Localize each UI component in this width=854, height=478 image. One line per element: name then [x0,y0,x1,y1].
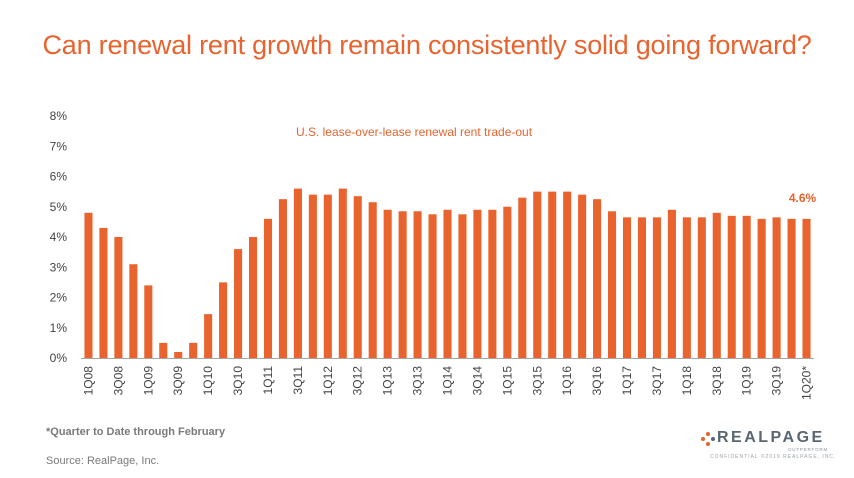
bar-3Q18 [712,212,721,358]
bar-2Q09 [159,342,168,358]
bar-2Q13 [398,211,407,358]
bars [84,188,811,358]
x-tick-label: 1Q11 [261,366,275,395]
footnote: *Quarter to Date through February [46,426,226,438]
x-tick-label: 1Q10 [201,366,215,396]
bar-4Q09 [189,342,198,358]
logo-tagline: OUTPERFORM [788,447,828,452]
bar-3Q08 [114,237,123,358]
y-axis-ticks: 0% 1% 2% 3% 4% 5% 6% 7% 8% [50,109,68,365]
bar-3Q10 [234,249,243,358]
bar-1Q17 [622,217,632,358]
bar-4Q12 [368,202,377,358]
x-tick-label: 1Q15 [500,366,514,396]
x-tick-label: 1Q14 [441,366,455,396]
y-tick-label: 6% [50,170,68,184]
bar-2Q16 [578,194,587,358]
bar-4Q16 [608,211,617,358]
bar-1Q14 [443,209,452,358]
x-tick-label: 3Q15 [530,366,544,396]
bar-1Q10 [204,314,213,358]
bar-4Q08 [129,264,138,358]
logo-wordmark: REALPAGE [717,429,825,446]
x-tick-label: 1Q13 [381,366,395,396]
bar-3Q09 [174,351,183,358]
y-tick-label: 0% [50,351,68,365]
y-tick-label: 4% [50,230,68,244]
bar-chart: 0% 1% 2% 3% 4% 5% 6% 7% 8% 1Q08 3Q08 1Q09 3Q09 1Q10 3… [50,109,817,400]
y-tick-label: 7% [50,139,68,153]
x-tick-label: 3Q16 [590,366,604,396]
bar-1Q19 [742,215,751,358]
data-label-latest: 4.6% [789,191,817,205]
x-tick-label: 1Q09 [141,366,155,396]
x-tick-label: 3Q18 [710,366,724,396]
bar-3Q12 [353,196,362,358]
source-note: Source: RealPage, Inc. [46,455,160,467]
bar-4Q11 [308,194,317,358]
bar-1Q15 [503,206,512,358]
confidential-note: CONFIDENTIAL ©2019 REALPAGE, INC. [710,454,837,460]
bar-1Q08 [84,212,93,358]
bar-3Q13 [413,211,422,358]
bar-2Q19 [757,218,766,358]
x-tick-label: 1Q12 [321,366,335,396]
bar-1Q11 [263,218,273,358]
y-tick-label: 3% [50,260,68,274]
x-tick-label: 1Q20* [800,366,814,400]
bar-1Q18 [682,217,691,358]
bar-2Q14 [458,214,467,358]
x-tick-label: 3Q19 [770,366,784,396]
bar-2Q18 [697,217,706,358]
x-tick-label: 3Q17 [650,366,664,396]
bar-1Q16 [563,191,572,358]
bar-3Q17 [652,217,661,358]
x-tick-label: 1Q08 [81,366,95,396]
x-tick-label: 3Q14 [470,366,484,396]
chart-subtitle: U.S. lease-over-lease renewal rent trade… [296,125,533,139]
x-tick-label: 1Q18 [680,366,694,396]
bar-1Q12 [323,194,332,358]
bar-2Q08 [99,227,108,358]
x-tick-label: 3Q10 [231,366,245,396]
x-axis-ticks: 1Q08 3Q08 1Q09 3Q09 1Q10 3Q10 1Q11 3Q11 1Q12 3Q12… [81,366,813,400]
bar-1Q13 [383,209,392,358]
bar-2Q15 [518,197,527,358]
bar-2Q12 [338,188,347,358]
bar-2Q10 [219,282,228,358]
bar-4Q15 [548,191,557,358]
bar-3Q11 [293,188,302,358]
bar-4Q17 [667,209,676,358]
bar-4Q13 [428,214,437,358]
bar-1Q09 [144,285,153,358]
bar-4Q18 [727,215,736,358]
bar-4Q19 [787,218,796,358]
bar-3Q19 [772,217,781,358]
x-tick-label: 3Q13 [411,366,425,396]
y-tick-label: 5% [50,200,68,214]
bar-3Q14 [473,209,482,358]
x-tick-label: 1Q19 [740,366,754,396]
bar-3Q16 [593,199,602,358]
bar-2Q17 [637,217,647,358]
x-tick-label: 3Q11 [291,366,305,395]
x-tick-label: 1Q16 [560,366,574,396]
x-tick-label: 3Q09 [171,366,185,396]
bar-3Q15 [533,191,542,358]
x-tick-label: 1Q17 [620,366,634,396]
bar-2Q11 [278,199,287,358]
realpage-logo: REALPAGE OUTPERFORM CONFIDENTIAL ©2019 R… [700,428,835,464]
x-tick-label: 3Q12 [351,366,365,396]
bar-4Q14 [488,209,497,358]
bar-4Q10 [248,237,258,358]
x-tick-label: 3Q08 [111,366,125,396]
y-tick-label: 2% [50,291,68,305]
chart-title: Can renewal rent growth remain consisten… [42,30,812,60]
y-tick-label: 8% [50,109,68,123]
y-tick-label: 1% [50,321,68,335]
bar-1Q20* [802,218,811,358]
logo-dots-icon [701,432,715,446]
